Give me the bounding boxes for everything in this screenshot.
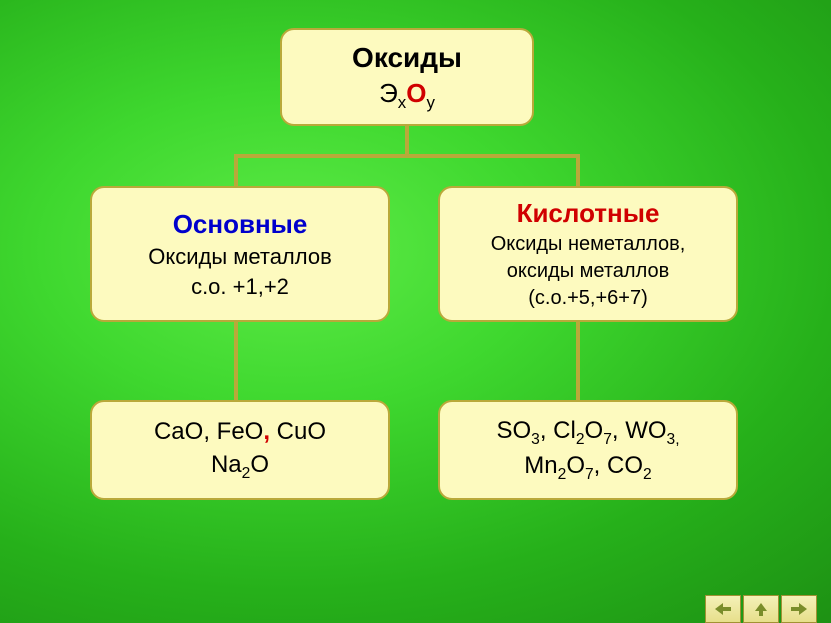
node-oxides-root: Оксиды ЭxОy: [280, 28, 534, 126]
diagram-stage: Оксиды ЭxОy Основные Оксиды металлов с.о…: [0, 0, 831, 623]
root-formula: ЭxОy: [288, 76, 526, 115]
connector: [234, 154, 580, 158]
arrow-up-icon: [751, 601, 771, 617]
basic-heading: Основные: [98, 207, 382, 242]
node-acidic-oxides: Кислотные Оксиды неметаллов, оксиды мета…: [438, 186, 738, 322]
connector: [576, 322, 580, 400]
prev-button[interactable]: [705, 595, 741, 623]
acidic-desc-1: Оксиды неметаллов,: [446, 231, 730, 258]
connector: [234, 322, 238, 400]
basic-examples-line1: CaO, FeO, CuO: [98, 416, 382, 448]
root-title: Оксиды: [288, 39, 526, 77]
acidic-desc-3: (с.о.+5,+6+7): [446, 285, 730, 312]
connector: [405, 126, 409, 156]
arrow-right-icon: [789, 601, 809, 617]
arrow-left-icon: [713, 601, 733, 617]
basic-desc-2: с.о. +1,+2: [98, 272, 382, 302]
acidic-heading: Кислотные: [446, 196, 730, 231]
next-button[interactable]: [781, 595, 817, 623]
basic-examples-line2: Na2O: [98, 449, 382, 484]
home-button[interactable]: [743, 595, 779, 623]
connector: [234, 154, 238, 188]
nav-controls: [705, 595, 817, 623]
node-basic-oxides: Основные Оксиды металлов с.о. +1,+2: [90, 186, 390, 322]
acidic-desc-2: оксиды металлов: [446, 258, 730, 285]
connector: [576, 154, 580, 188]
acidic-examples-line2: Mn2O7, CO2: [446, 450, 730, 485]
node-acidic-examples: SO3, Cl2O7, WO3, Mn2O7, CO2: [438, 400, 738, 500]
basic-desc-1: Оксиды металлов: [98, 242, 382, 272]
node-basic-examples: CaO, FeO, CuO Na2O: [90, 400, 390, 500]
acidic-examples-line1: SO3, Cl2O7, WO3,: [446, 415, 730, 450]
